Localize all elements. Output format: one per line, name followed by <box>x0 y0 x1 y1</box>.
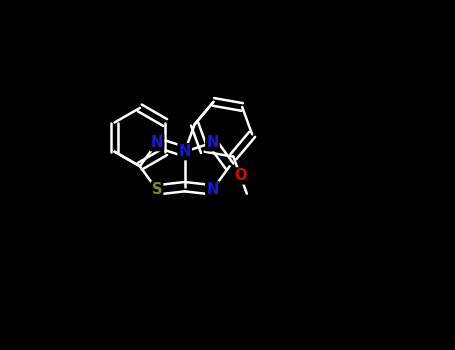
Text: O: O <box>234 168 247 183</box>
Text: N: N <box>178 144 191 159</box>
Text: S: S <box>152 182 162 197</box>
Text: N: N <box>151 135 163 150</box>
Text: N: N <box>206 135 219 150</box>
Text: N: N <box>206 182 219 197</box>
